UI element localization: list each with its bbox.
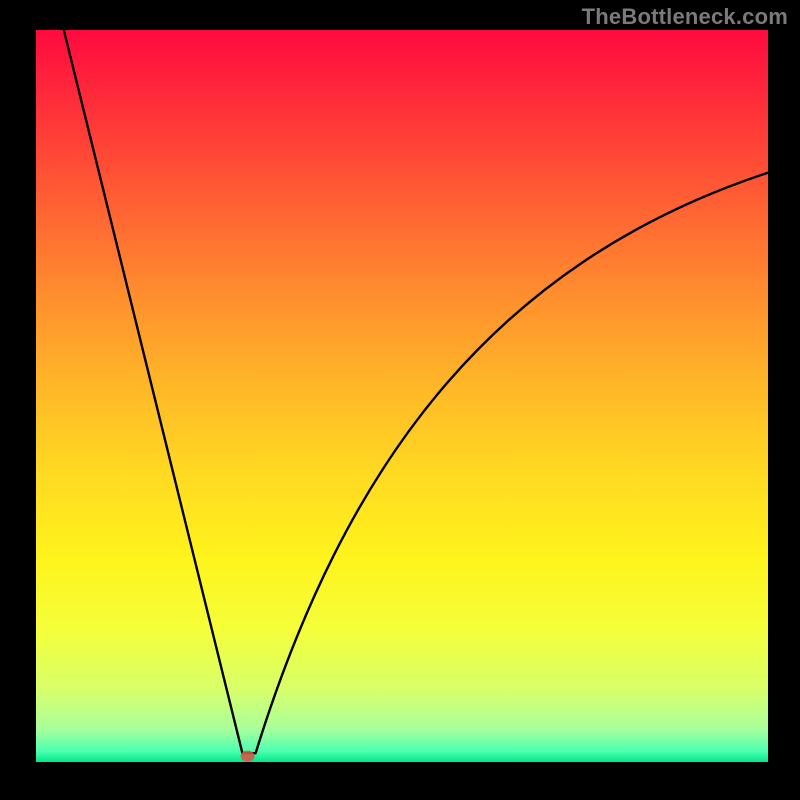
gradient-background [36, 30, 768, 762]
watermark-text: TheBottleneck.com [582, 4, 788, 30]
figure-root: TheBottleneck.com [0, 0, 800, 800]
vertex-marker [241, 751, 255, 762]
chart-svg [0, 0, 800, 800]
